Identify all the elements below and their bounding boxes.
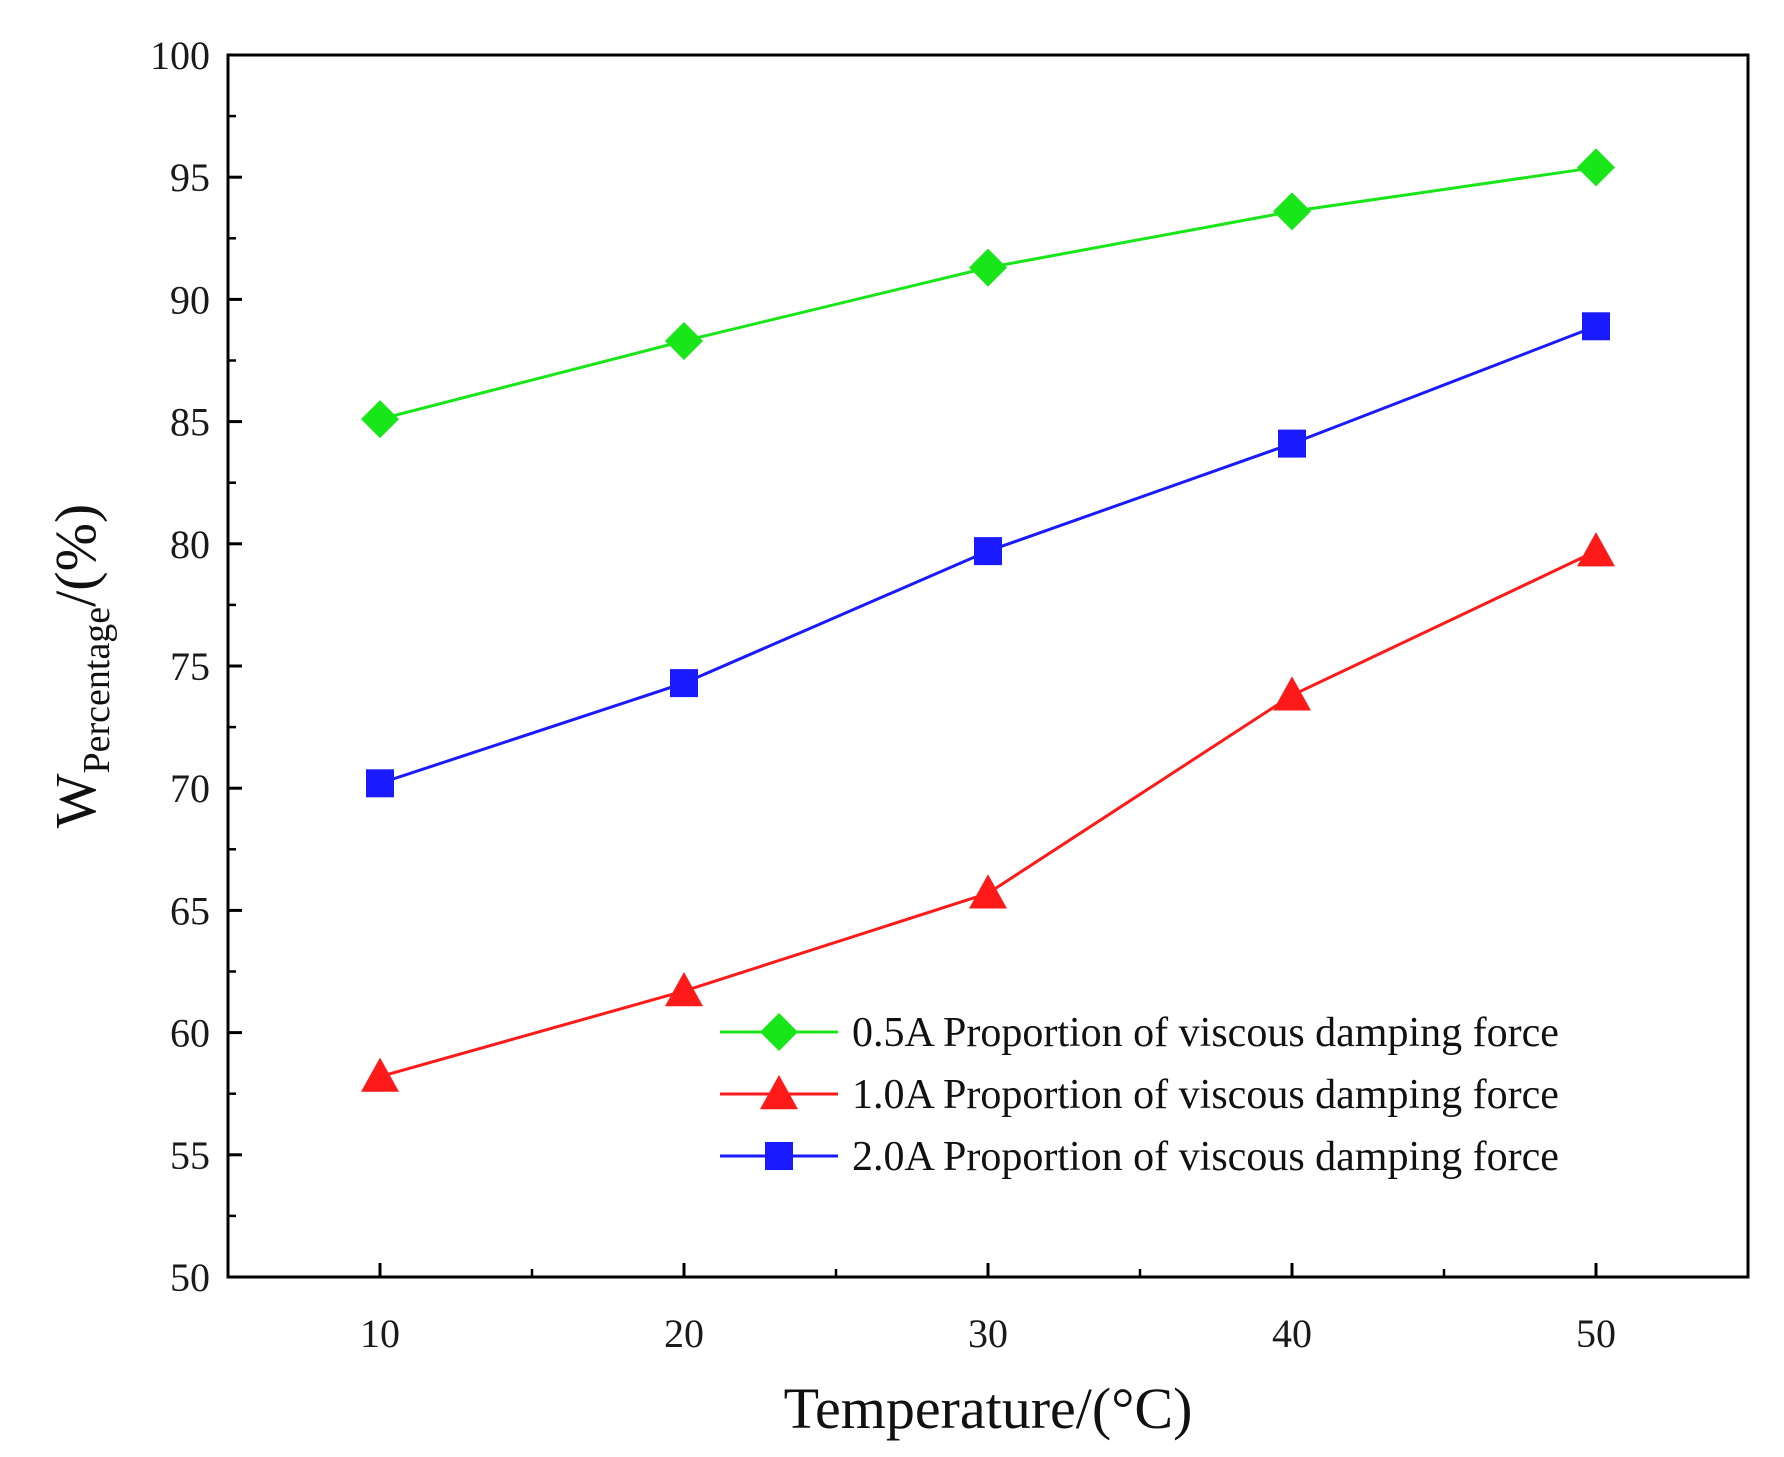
data-point [1278, 429, 1306, 458]
data-point [665, 972, 703, 1007]
series-line [379, 165, 1597, 421]
y-tick-label: 75 [170, 644, 210, 689]
data-point [1273, 676, 1311, 711]
legend-entry: 2.0A Proportion of viscous damping force [720, 1134, 1559, 1180]
y-tick-label: 90 [170, 277, 210, 322]
legend-label: 0.5A Proportion of viscous damping force [852, 1010, 1559, 1056]
y-tick-label: 70 [170, 766, 210, 811]
data-series [361, 148, 1615, 1092]
y-axis-title: WPercentage/(%) [43, 504, 118, 829]
y-tick-label: 55 [170, 1133, 210, 1178]
x-tick-label: 30 [968, 1311, 1008, 1356]
y-tick-label: 85 [170, 400, 210, 445]
legend: 0.5A Proportion of viscous damping force… [720, 1010, 1559, 1180]
series-1 [361, 532, 1615, 1092]
data-point [969, 874, 1007, 909]
legend-marker [760, 1013, 798, 1051]
legend-entry: 1.0A Proportion of viscous damping force [720, 1072, 1559, 1118]
y-tick-label: 60 [170, 1011, 210, 1056]
legend-entry: 0.5A Proportion of viscous damping force [720, 1010, 1559, 1056]
data-point [361, 400, 399, 439]
y-tick-label: 95 [170, 155, 210, 200]
y-axis-title-suffix: /(%) [43, 504, 108, 607]
y-tick-label: 80 [170, 522, 210, 567]
data-point [670, 669, 698, 698]
data-point [969, 248, 1007, 287]
series-2 [366, 312, 1610, 798]
legend-marker [760, 1075, 798, 1110]
legend-label: 2.0A Proportion of viscous damping force [852, 1134, 1559, 1180]
series-line [379, 549, 1597, 1079]
data-point [1582, 312, 1610, 341]
x-tick-label: 50 [1576, 1311, 1616, 1356]
legend-marker [765, 1142, 793, 1170]
x-tick-label: 40 [1272, 1311, 1312, 1356]
y-tick-label: 100 [150, 33, 210, 78]
axes: 50 55 60 65 70 75 80 85 90 95 100 10 20 30 40 50 [150, 33, 1616, 1356]
x-tick-label: 20 [664, 1311, 704, 1356]
data-point [1577, 148, 1615, 187]
data-point [974, 537, 1002, 566]
y-axis-title-main: W [43, 773, 108, 828]
data-point [366, 769, 394, 798]
x-tick-label: 10 [360, 1311, 400, 1356]
y-axis-title-subscript: Percentage [76, 607, 118, 774]
data-point [1577, 532, 1615, 567]
y-tick-label: 65 [170, 888, 210, 933]
x-axis-title: Temperature/(°C) [784, 1376, 1193, 1441]
legend-label: 1.0A Proportion of viscous damping force [852, 1072, 1559, 1118]
data-point [665, 321, 703, 360]
y-tick-label: 50 [170, 1255, 210, 1300]
data-point [1273, 192, 1311, 231]
series-0 [361, 148, 1615, 439]
data-point [361, 1057, 399, 1092]
